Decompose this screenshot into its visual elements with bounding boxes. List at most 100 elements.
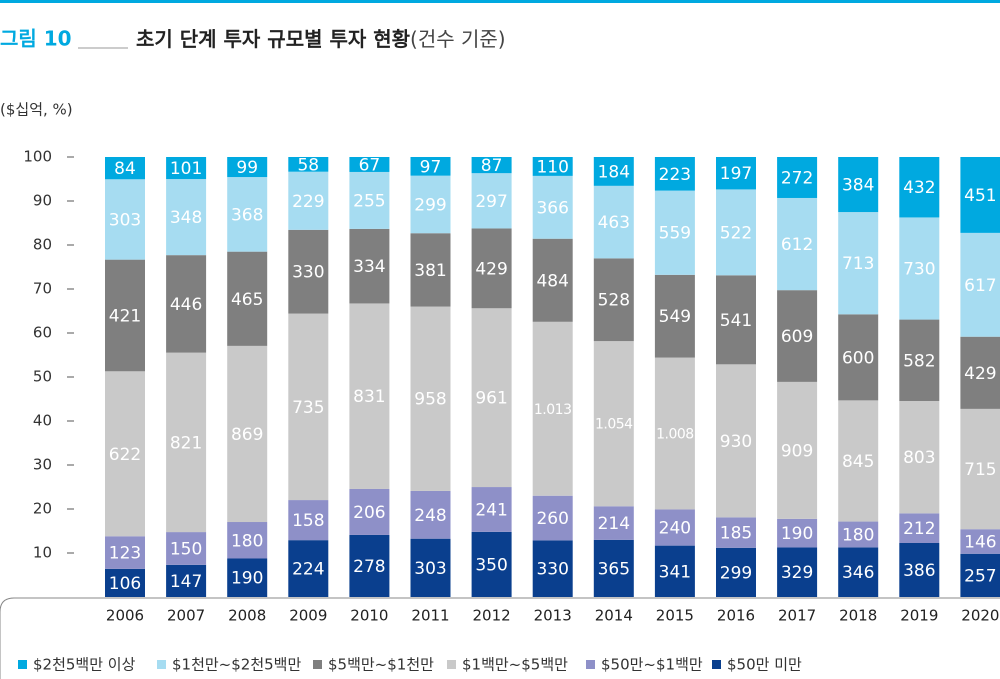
data-label: 214 [598, 514, 630, 534]
bar-segment [654, 190, 695, 275]
y-tick-label: 60 [33, 324, 52, 342]
bar-segment [105, 536, 145, 569]
bar-segment [288, 229, 329, 314]
bar-segment [593, 539, 634, 597]
y-tick-label: 40 [33, 412, 52, 430]
y-tick-label: 90 [33, 192, 52, 210]
x-tick-label: 2007 [167, 607, 205, 625]
data-label: 463 [598, 213, 630, 233]
bar-segment [166, 352, 207, 533]
bar-segment [227, 177, 268, 252]
data-label: 803 [903, 448, 935, 468]
bar-segment [899, 217, 940, 320]
data-label: 299 [414, 195, 446, 215]
legend-swatch [712, 660, 721, 669]
bar-segment [349, 228, 390, 304]
x-tick-label: 2010 [350, 607, 388, 625]
data-label: 260 [536, 509, 568, 529]
data-label: 97 [420, 157, 442, 177]
data-label: 150 [170, 539, 202, 559]
data-label: 84 [114, 159, 136, 179]
data-label: 713 [842, 254, 874, 274]
bar-segment [471, 173, 512, 229]
data-label: 368 [231, 205, 263, 225]
data-label: 845 [842, 452, 874, 472]
bar-segment [899, 157, 940, 218]
bar-segment [716, 517, 756, 548]
bar-segment [471, 308, 512, 488]
bar-segment [105, 259, 145, 372]
data-label: 609 [781, 327, 813, 347]
bar-segment [960, 529, 1000, 554]
bar-segment [227, 251, 268, 346]
bar-segment [960, 553, 1000, 597]
data-label: 541 [720, 311, 752, 331]
bar-segment [410, 233, 451, 307]
data-label: 958 [414, 390, 446, 410]
bar-segment [654, 157, 695, 191]
data-label: 1.054 [595, 417, 633, 433]
legend-label: $1천만~$2천5백만 [172, 656, 301, 674]
bar-segment [288, 313, 329, 501]
bar-segment [838, 314, 879, 401]
legend-swatch [313, 660, 322, 669]
x-tick-label: 2015 [656, 607, 694, 625]
legend-label: $5백만~$1천만 [328, 656, 434, 674]
bar-segment [105, 371, 145, 537]
bar-segment [532, 321, 573, 496]
bar-segment [593, 258, 634, 342]
x-tick-label: 2009 [289, 607, 327, 625]
data-label: 1.008 [656, 427, 694, 443]
x-tick-label: 2006 [106, 607, 144, 625]
bar-segment [716, 157, 756, 190]
unit-label: ($십억, %) [0, 101, 73, 119]
y-tick-label: 80 [33, 236, 52, 254]
data-label: 99 [236, 158, 258, 178]
legend-label: $50만~$1백만 [601, 656, 703, 674]
bar-segment [532, 175, 573, 239]
data-label: 223 [659, 165, 691, 185]
data-label: 528 [598, 291, 630, 311]
bar-segment [349, 171, 390, 229]
bar-segment [899, 319, 940, 401]
bar-segment [166, 157, 207, 180]
bar-segment [777, 157, 818, 198]
bar-segment [899, 400, 940, 514]
top-rule [0, 0, 1000, 3]
legend-label: $1백만~$5백만 [462, 656, 568, 674]
data-label: 101 [170, 159, 202, 179]
bar-segment [593, 341, 634, 507]
bar-segment [166, 564, 207, 597]
legend-label: $2천5백만 이상 [33, 656, 136, 674]
bar-segment [777, 518, 818, 548]
data-label: 58 [297, 155, 319, 175]
data-label: 303 [414, 559, 446, 579]
data-label: 432 [903, 178, 935, 198]
bar-segment [227, 345, 268, 523]
bar-segment [349, 303, 390, 489]
bar-segment [471, 228, 512, 309]
data-label: 110 [536, 157, 568, 177]
bar-segment [532, 495, 573, 541]
data-label: 617 [964, 276, 996, 296]
bar-segment [960, 336, 1000, 409]
data-label: 484 [536, 271, 568, 291]
bar-segment [410, 538, 451, 597]
bar-segment [288, 171, 329, 230]
data-label: 330 [536, 560, 568, 580]
bar-segment [410, 157, 451, 176]
bar-segment [960, 157, 1000, 233]
data-label: 341 [659, 562, 691, 582]
bar-segment [349, 534, 390, 597]
data-label: 421 [109, 306, 141, 326]
bar-segment [288, 540, 329, 597]
bar-segment [899, 513, 940, 543]
x-tick-label: 2008 [228, 607, 266, 625]
bar-segment [532, 157, 573, 176]
bar-segment [838, 212, 879, 315]
data-label: 346 [842, 563, 874, 583]
bar-segment [105, 179, 145, 260]
figure-label: 그림 10 [0, 27, 72, 51]
data-label: 735 [292, 398, 324, 418]
data-label: 180 [842, 525, 874, 545]
